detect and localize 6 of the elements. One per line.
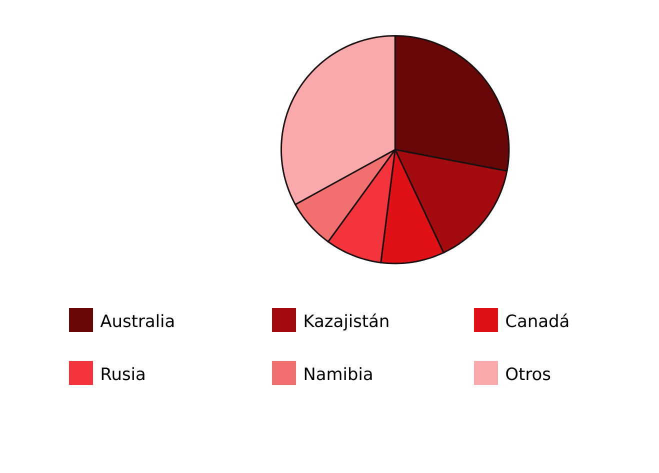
legend-label: Canadá [506, 313, 568, 328]
legend-label: Namibia [304, 367, 372, 380]
legend-label: Kazajistán [304, 313, 388, 330]
legend-label: Rusia [102, 367, 144, 380]
legend-label: Otros [506, 367, 550, 380]
legend-label: Australia [100, 314, 174, 328]
